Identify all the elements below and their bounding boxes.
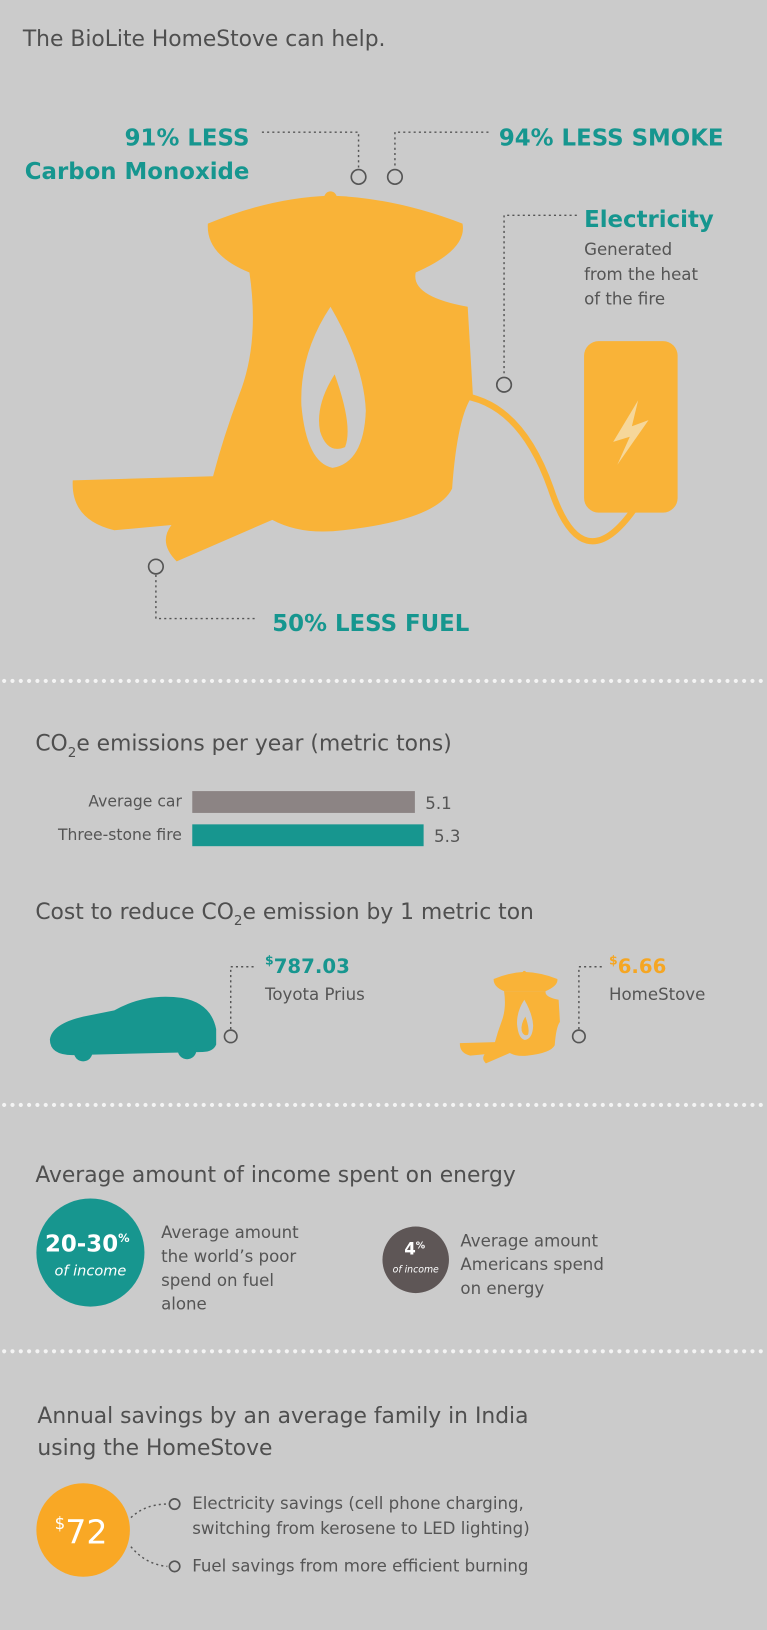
bar [192,791,415,813]
unit: % [416,1240,426,1251]
savings-text: Fuel savings from more efficient burning [192,1557,528,1576]
dot [350,168,367,185]
title-part: CO [35,732,67,757]
income-sub: of income [393,1264,439,1275]
connector [130,1546,168,1568]
connector [261,131,360,169]
electricity-text: Generated [584,240,672,259]
wheel [73,1042,93,1062]
currency: $ [265,953,274,968]
fuel-label: 50% LESS FUEL [272,611,469,637]
income-circle [36,1198,145,1307]
value: 20-30 [45,1232,118,1258]
electricity-text: from the heat [584,265,698,284]
title: The BioLite HomeStove can help. [22,27,386,52]
title-part: e emissions per year (metric tons) [76,732,451,757]
value-label: 5.1 [425,794,451,813]
income-value: 4% [404,1240,426,1259]
dot [168,1560,181,1573]
savings-text: Electricity savings (cell phone charging… [192,1494,524,1513]
cost-title: Cost to reduce CO2e emission by 1 metric… [35,900,534,929]
title-part: e emission by 1 metric ton [243,900,534,925]
income-circle [382,1226,449,1294]
amount: 787.03 [274,955,350,978]
unit: % [118,1231,130,1245]
income-text: spend on fuel [161,1271,274,1290]
price: $6.66 [609,953,666,978]
co-label: 91% LESS [125,126,250,152]
income-sub: of income [54,1262,126,1279]
bar [192,824,424,847]
category-label: Three-stone fire [57,826,182,844]
savings-title: using the HomeStove [37,1436,272,1461]
smoke-label: 94% LESS SMOKE [499,126,724,152]
connector [503,214,577,377]
car [49,996,217,1056]
title-sub: 2 [234,913,243,929]
electricity-title: Electricity [584,207,714,233]
income-value: 20-30% [45,1231,130,1257]
bar-chart: Average car 5.1 Three-stone fire 5.3 [57,791,460,847]
amount: 72 [65,1513,107,1552]
category-label: Average car [88,793,182,811]
dot [168,1498,181,1511]
income-text: the world’s poor [161,1247,296,1266]
chart-title: CO2e emissions per year (metric tons) [35,732,451,761]
dot [223,1029,238,1044]
savings-amount: $72 [55,1513,108,1552]
dot [495,376,513,393]
income-text: alone [161,1295,207,1314]
co-label: Carbon Monoxide [25,159,250,185]
title-sub: 2 [68,745,77,761]
value: 4 [404,1240,416,1259]
price-label: HomeStove [609,985,705,1004]
connector [155,574,255,620]
income-title: Average amount of income spent on energy [35,1163,516,1188]
bolt [613,400,649,465]
dot [386,168,404,185]
income-text: Average amount [161,1223,299,1242]
electricity-text: of the fire [584,290,665,309]
income-text: on energy [460,1279,544,1298]
wheel [177,1040,197,1060]
currency: $ [609,953,618,968]
title-part: Cost to reduce CO [35,900,234,925]
dot [147,558,165,575]
dot [571,1029,586,1044]
amount: 6.66 [618,955,667,978]
income-text: Americans spend [460,1255,603,1274]
currency: $ [55,1514,66,1533]
income-text: Average amount [460,1231,598,1250]
savings-circle [36,1483,130,1577]
connector [229,966,255,1030]
connector [578,966,603,1030]
savings-text: switching from kerosene to LED lighting) [192,1519,529,1538]
value-label: 5.3 [434,827,460,846]
savings-title: Annual savings by an average family in I… [37,1404,528,1429]
cable [456,392,637,545]
price-label: Toyota Prius [264,985,365,1004]
price: $787.03 [265,953,350,978]
